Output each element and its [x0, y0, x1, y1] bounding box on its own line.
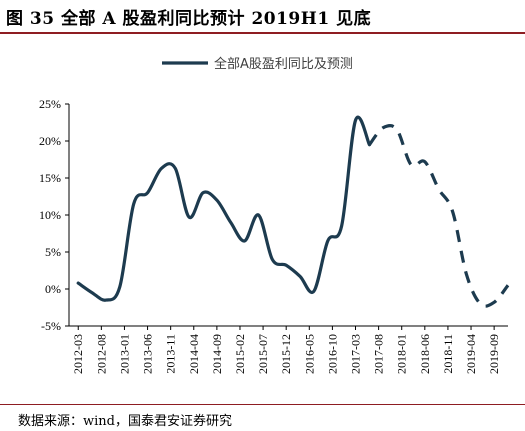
x-tick-label: 2015-07 [256, 334, 270, 374]
x-tick-label: 2015-02 [233, 334, 247, 374]
x-tick-label: 2015-12 [279, 334, 293, 374]
x-tick-label: 2012-03 [71, 334, 85, 374]
x-tick-label: 2019-04 [464, 334, 478, 374]
y-tick-label: -5% [41, 319, 61, 333]
y-tick-label: 15% [39, 171, 61, 185]
x-tick-label: 2014-04 [187, 334, 201, 374]
plot-area [76, 115, 510, 308]
x-tick-label: 2019-09 [487, 334, 501, 374]
y-tick-label: 0% [45, 282, 61, 296]
chart-axes [68, 104, 508, 327]
x-tick-label: 2013-11 [164, 334, 178, 374]
chart-legend: 全部A股盈利同比及预测 [162, 56, 353, 72]
x-tick-label: 2016-05 [302, 334, 316, 374]
y-axis-ticks: -5% 0% 5% 10% 15% 20% 25% [39, 97, 69, 333]
line-chart: 全部A股盈利同比及预测 -5%0%5%10%15%20%25% 2012-03 2… [39, 56, 510, 374]
x-tick-label: 2018-11 [441, 334, 455, 374]
x-tick-label: 2017-08 [372, 334, 386, 374]
y-tick-label: 20% [39, 134, 61, 148]
source-divider [0, 404, 525, 405]
x-tick-label: 2018-01 [395, 334, 409, 374]
source-note: 数据来源：wind，国泰君安证券研究 [18, 414, 232, 429]
x-axis-ticks: 2012-03 2012-08 2013-01 2013-06 2013-11 2014-… [71, 326, 501, 374]
figure-title: 图 35 全部 A 股盈利同比预计 2019H1 见底 [6, 9, 372, 29]
x-tick-label: 2013-01 [117, 334, 131, 374]
y-tick-label: 25% [39, 97, 61, 111]
legend-label: 全部A股盈利同比及预测 [214, 56, 353, 72]
y-tick-label: 5% [45, 245, 61, 259]
x-tick-label: 2017-03 [349, 334, 363, 374]
x-tick-label: 2012-08 [94, 334, 108, 374]
x-tick-label: 2014-09 [210, 334, 224, 374]
y-tick-label: 10% [39, 208, 61, 222]
title-divider [0, 32, 525, 34]
x-tick-label: 2018-06 [418, 334, 432, 374]
x-tick-label: 2013-06 [141, 334, 155, 374]
series-line-forecast [368, 123, 510, 308]
x-tick-label: 2016-10 [325, 334, 339, 374]
series-line-actual [76, 115, 371, 302]
